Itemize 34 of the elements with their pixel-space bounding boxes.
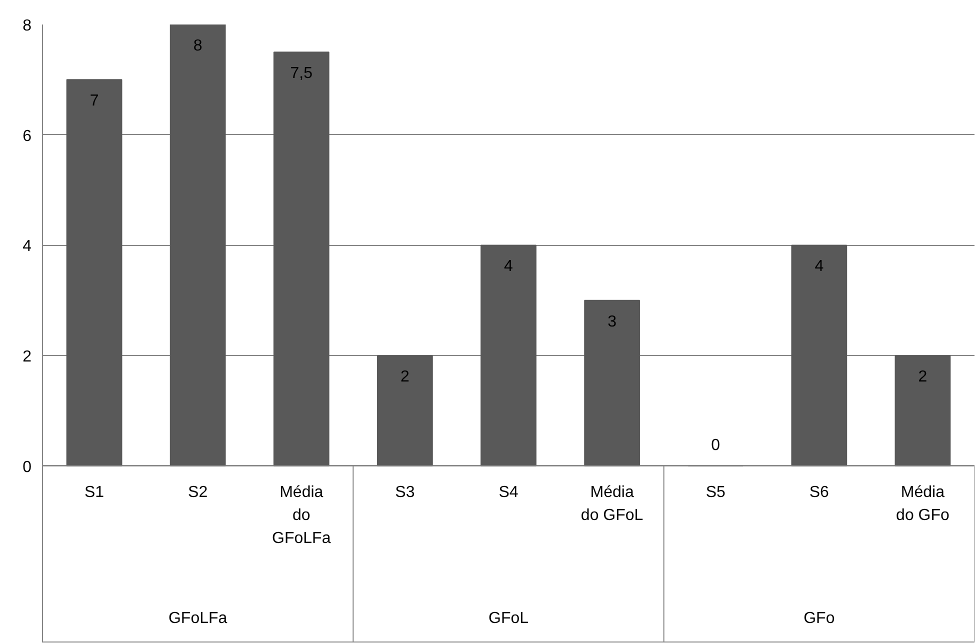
text: GFoLFa	[168, 610, 228, 627]
y-tick-label: 6	[22, 128, 32, 145]
bar	[480, 244, 536, 466]
data-label: 8	[193, 38, 202, 54]
y-tick-label: 2	[22, 348, 32, 366]
data-label: 2	[918, 368, 928, 386]
x-tick-label: S6	[809, 484, 830, 501]
y-tick-label: 8	[22, 18, 32, 34]
data-label: 7,5	[290, 65, 313, 82]
x-tick-label: S4	[498, 484, 518, 501]
bar	[584, 300, 640, 466]
bar	[377, 355, 433, 466]
bar	[791, 244, 848, 466]
text: GFoL	[488, 610, 529, 627]
data-label: 2	[400, 368, 410, 386]
x-tick-label: S3	[395, 484, 415, 501]
data-label: 0	[711, 436, 720, 454]
y-tick-label: 0	[22, 458, 32, 476]
bar	[273, 52, 330, 466]
y-tick-label: 4	[22, 238, 32, 256]
x-tick-label: S2	[188, 484, 208, 501]
x-tick-label: S1	[84, 484, 104, 501]
data-label: 4	[814, 258, 824, 276]
x-tick-label: Média do GFo	[896, 484, 950, 524]
x-tick-label: S5	[706, 484, 726, 501]
bar	[894, 355, 951, 466]
data-label: 3	[608, 313, 617, 330]
text: GFo	[804, 610, 835, 627]
bar	[170, 24, 226, 466]
x-tick-label: Média do GFoLFa	[272, 484, 331, 547]
data-label: 7	[90, 92, 99, 110]
x-tick-label: Média do GFoL	[580, 484, 644, 524]
data-label: 4	[504, 258, 514, 276]
bar	[66, 79, 122, 466]
